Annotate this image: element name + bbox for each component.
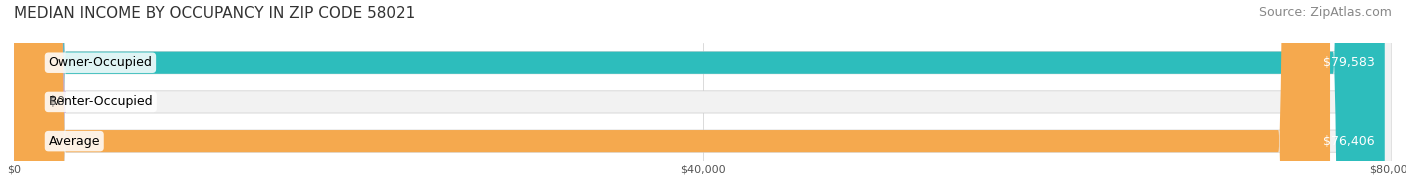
Text: $0: $0 <box>48 95 65 108</box>
Text: Owner-Occupied: Owner-Occupied <box>48 56 152 69</box>
FancyBboxPatch shape <box>14 0 1385 196</box>
Text: Renter-Occupied: Renter-Occupied <box>48 95 153 108</box>
Text: Average: Average <box>48 135 100 148</box>
Text: $76,406: $76,406 <box>1323 135 1375 148</box>
FancyBboxPatch shape <box>0 0 66 196</box>
Text: MEDIAN INCOME BY OCCUPANCY IN ZIP CODE 58021: MEDIAN INCOME BY OCCUPANCY IN ZIP CODE 5… <box>14 6 415 21</box>
Text: Source: ZipAtlas.com: Source: ZipAtlas.com <box>1258 6 1392 19</box>
FancyBboxPatch shape <box>14 0 1330 196</box>
FancyBboxPatch shape <box>14 0 1392 196</box>
FancyBboxPatch shape <box>14 0 1392 196</box>
Text: $79,583: $79,583 <box>1323 56 1375 69</box>
FancyBboxPatch shape <box>14 0 1392 196</box>
